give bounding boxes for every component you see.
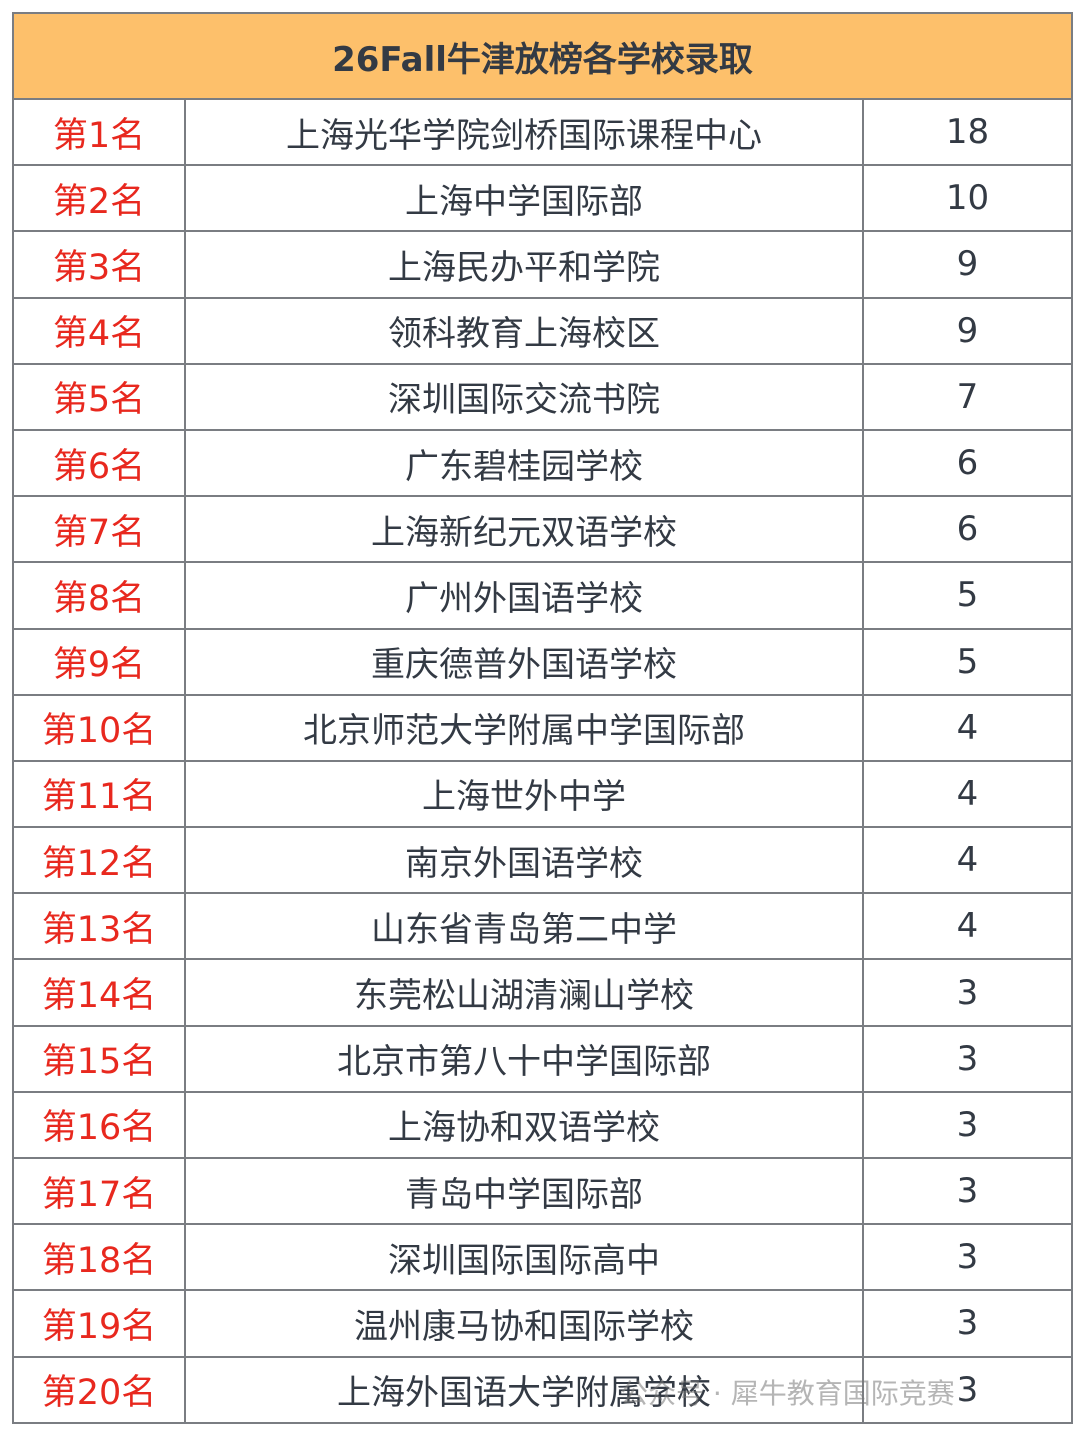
- table-row: 第2名 上海中学国际部 10: [12, 164, 1073, 233]
- school-cell: 上海外国语大学附属学校: [184, 1355, 864, 1424]
- rank-cell: 第10名: [12, 693, 186, 762]
- table-row: 第9名 重庆德普外国语学校 5: [12, 627, 1073, 696]
- rank-cell: 第3名: [12, 230, 186, 299]
- count-cell: 10: [862, 164, 1073, 233]
- school-cell: 上海协和双语学校: [184, 1090, 864, 1160]
- table-row: 第18名 深圳国际国际高中 3: [12, 1223, 1073, 1292]
- table-row: 第10名 北京师范大学附属中学国际部 4: [12, 693, 1073, 762]
- school-cell: 山东省青岛第二中学: [184, 892, 864, 961]
- rank-cell: 第8名: [12, 561, 186, 630]
- rank-cell: 第4名: [12, 296, 186, 365]
- table-row: 第8名 广州外国语学校 5: [12, 561, 1073, 630]
- count-cell: 3: [862, 1223, 1073, 1292]
- school-cell: 北京市第八十中学国际部: [184, 1024, 864, 1093]
- school-cell: 上海中学国际部: [184, 164, 864, 233]
- school-cell: 北京师范大学附属中学国际部: [184, 693, 864, 762]
- rank-cell: 第19名: [12, 1289, 186, 1358]
- rank-cell: 第9名: [12, 627, 186, 696]
- count-cell: 3: [862, 1156, 1073, 1226]
- table-row: 第1名 上海光华学院剑桥国际课程中心 18: [12, 97, 1073, 167]
- count-cell: 4: [862, 759, 1073, 829]
- school-cell: 重庆德普外国语学校: [184, 627, 864, 696]
- school-cell: 青岛中学国际部: [184, 1156, 864, 1226]
- rank-cell: 第5名: [12, 362, 186, 431]
- table-row: 第7名 上海新纪元双语学校 6: [12, 495, 1073, 564]
- count-cell: 3: [862, 1289, 1073, 1358]
- count-cell: 5: [862, 561, 1073, 630]
- table-row: 第3名 上海民办平和学院 9: [12, 230, 1073, 299]
- rank-cell: 第12名: [12, 826, 186, 895]
- table-row: 第11名 上海世外中学 4: [12, 759, 1073, 829]
- school-cell: 上海世外中学: [184, 759, 864, 829]
- count-cell: 6: [862, 428, 1073, 498]
- count-cell: 9: [862, 296, 1073, 365]
- school-cell: 温州康马协和国际学校: [184, 1289, 864, 1358]
- count-cell: 5: [862, 627, 1073, 696]
- rank-cell: 第1名: [12, 97, 186, 167]
- table-row: 第16名 上海协和双语学校 3: [12, 1090, 1073, 1160]
- rank-cell: 第13名: [12, 892, 186, 961]
- table-row: 第13名 山东省青岛第二中学 4: [12, 892, 1073, 961]
- rank-cell: 第18名: [12, 1223, 186, 1292]
- rank-cell: 第6名: [12, 428, 186, 498]
- count-cell: 7: [862, 362, 1073, 431]
- school-cell: 南京外国语学校: [184, 826, 864, 895]
- count-cell: 3: [862, 958, 1073, 1027]
- count-cell: 3: [862, 1024, 1073, 1093]
- rank-cell: 第20名: [12, 1355, 186, 1424]
- count-cell: 4: [862, 693, 1073, 762]
- school-cell: 上海民办平和学院: [184, 230, 864, 299]
- school-cell: 上海新纪元双语学校: [184, 495, 864, 564]
- table-row: 第5名 深圳国际交流书院 7: [12, 362, 1073, 431]
- watermark: 公众号 · 犀牛教育国际竞赛: [620, 1377, 955, 1410]
- school-cell: 东莞松山湖清澜山学校: [184, 958, 864, 1027]
- count-cell: 3: [862, 1355, 1073, 1424]
- ranking-table: 26Fall牛津放榜各学校录取 第1名 上海光华学院剑桥国际课程中心 18 第2名 上海…: [12, 12, 1073, 1424]
- rank-cell: 第2名: [12, 164, 186, 233]
- count-cell: 3: [862, 1090, 1073, 1160]
- table-row: 第19名 温州康马协和国际学校 3: [12, 1289, 1073, 1358]
- count-cell: 18: [862, 97, 1073, 167]
- table-row: 第12名 南京外国语学校 4: [12, 826, 1073, 895]
- school-cell: 深圳国际交流书院: [184, 362, 864, 431]
- table-row: 第4名 领科教育上海校区 9: [12, 296, 1073, 365]
- school-cell: 广州外国语学校: [184, 561, 864, 630]
- table-row: 第20名 上海外国语大学附属学校 3: [12, 1355, 1073, 1424]
- rank-cell: 第11名: [12, 759, 186, 829]
- table-title: 26Fall牛津放榜各学校录取: [12, 12, 1073, 100]
- school-cell: 深圳国际国际高中: [184, 1223, 864, 1292]
- table-row: 第17名 青岛中学国际部 3: [12, 1156, 1073, 1226]
- count-cell: 6: [862, 495, 1073, 564]
- table-row: 第15名 北京市第八十中学国际部 3: [12, 1024, 1073, 1093]
- school-cell: 广东碧桂园学校: [184, 428, 864, 498]
- count-cell: 9: [862, 230, 1073, 299]
- rank-cell: 第7名: [12, 495, 186, 564]
- count-cell: 4: [862, 892, 1073, 961]
- table-row: 第14名 东莞松山湖清澜山学校 3: [12, 958, 1073, 1027]
- table-row: 第6名 广东碧桂园学校 6: [12, 428, 1073, 498]
- count-cell: 4: [862, 826, 1073, 895]
- school-cell: 领科教育上海校区: [184, 296, 864, 365]
- school-cell: 上海光华学院剑桥国际课程中心: [184, 97, 864, 167]
- rank-cell: 第17名: [12, 1156, 186, 1226]
- rank-cell: 第14名: [12, 958, 186, 1027]
- rank-cell: 第16名: [12, 1090, 186, 1160]
- rank-cell: 第15名: [12, 1024, 186, 1093]
